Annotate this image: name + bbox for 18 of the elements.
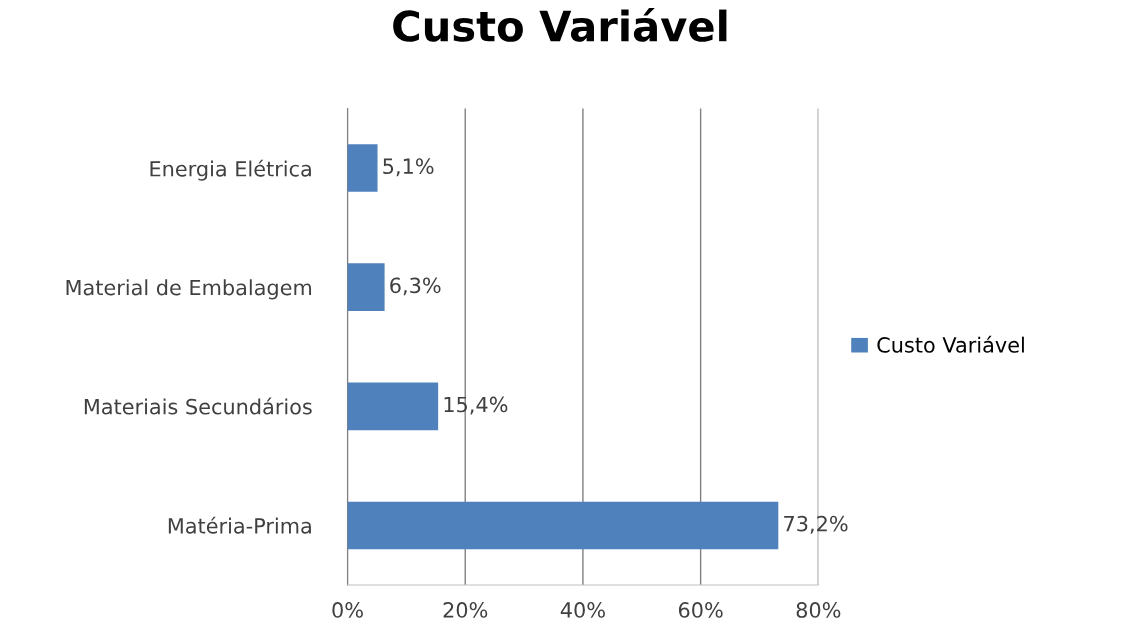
y-tick-label: Material de Embalagem <box>66 279 312 300</box>
legend-label: Custo Variável <box>877 335 1024 353</box>
chart-title: Custo Variável <box>393 7 727 42</box>
y-tick-label: Materiais Secundários <box>84 397 312 415</box>
data-label: 73,2% <box>784 515 848 534</box>
x-tick-label: 60% <box>678 602 723 618</box>
x-tick-label: 20% <box>443 602 488 618</box>
x-tick-label: 40% <box>560 602 605 618</box>
data-label: 6,3% <box>390 277 441 296</box>
data-label: 5,1% <box>383 158 434 177</box>
bar <box>347 382 439 431</box>
bar <box>347 263 385 312</box>
y-tick-label: Energia Elétrica <box>150 159 311 181</box>
x-tick-label: 80% <box>796 602 841 618</box>
y-tick-label: Matéria-Prima <box>168 516 311 534</box>
bar <box>347 144 378 192</box>
bar <box>347 501 779 550</box>
x-tick-label: 0% <box>332 602 363 618</box>
